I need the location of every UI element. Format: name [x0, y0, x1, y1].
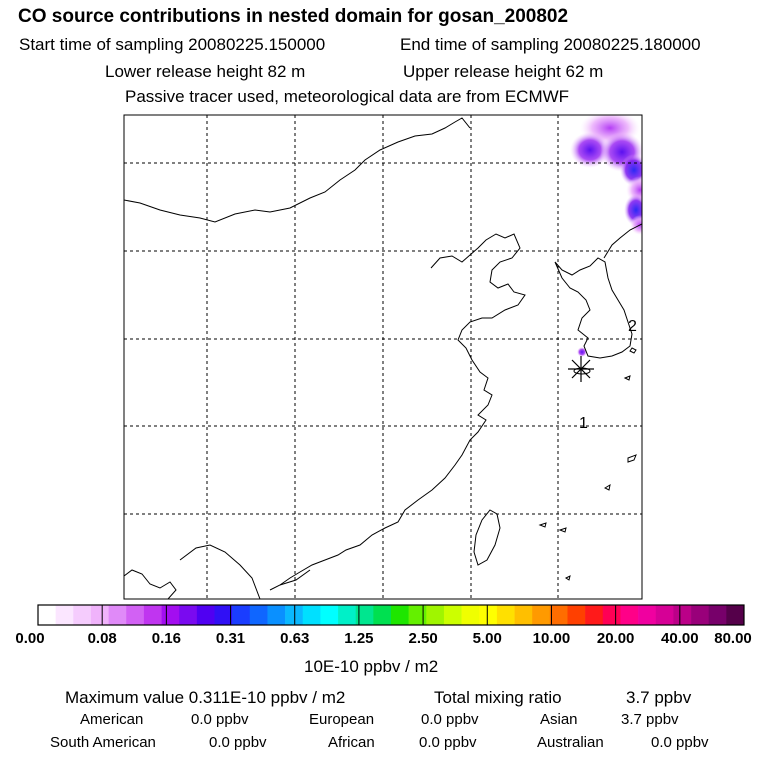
lower-height-label: Lower release height 82 m	[105, 62, 306, 81]
colorbar-swatch	[232, 605, 251, 625]
colorbar-swatch	[126, 605, 145, 625]
colorbar-swatch	[532, 605, 551, 625]
colorbar-tick-label: 0.63	[280, 630, 310, 647]
marker-label-2: 2	[628, 318, 637, 335]
colorbar-frame	[37, 604, 745, 626]
colorbar-swatch	[249, 605, 268, 625]
colorbar-swatch	[408, 605, 427, 625]
region-australian-value: 0.0 ppbv	[651, 734, 709, 751]
map-frame	[123, 114, 643, 600]
colorbar-swatch	[620, 605, 639, 625]
colorbar-tick-label: 1.25	[344, 630, 374, 647]
region-american-value: 0.0 ppbv	[191, 711, 249, 728]
colorbar-swatch	[567, 605, 586, 625]
colorbar-swatch	[196, 605, 215, 625]
colorbar-swatch	[726, 605, 745, 625]
end-time-label: End time of sampling 20080225.180000	[400, 35, 701, 54]
colorbar-swatch	[426, 605, 445, 625]
colorbar-swatch	[443, 605, 462, 625]
colorbar-tick-label: 5.00	[472, 630, 502, 647]
colorbar-swatch	[549, 605, 568, 625]
colorbar-swatch	[602, 605, 621, 625]
colorbar-tick-label: 0.08	[87, 630, 117, 647]
colorbar-swatch	[55, 605, 74, 625]
start-time-label: Start time of sampling 20080225.150000	[19, 35, 326, 54]
colorbar-swatch	[143, 605, 162, 625]
colorbar-swatch	[461, 605, 480, 625]
colorbar-tick-label: 40.00	[661, 630, 699, 647]
colorbar-swatch	[496, 605, 515, 625]
colorbar-swatch	[302, 605, 321, 625]
total-mixing-ratio-label: Total mixing ratio	[434, 688, 562, 707]
colorbar	[38, 605, 745, 625]
colorbar-tick-label: 0.16	[151, 630, 181, 647]
colorbar-swatch	[179, 605, 198, 625]
colorbar-swatch	[691, 605, 709, 625]
colorbar-swatch	[90, 605, 109, 625]
colorbar-swatch	[708, 605, 727, 625]
colorbar-tick-label: 10.00	[532, 630, 571, 647]
max-value-label: Maximum value 0.311E-10 ppbv / m2	[65, 688, 346, 707]
marker-label-1: 1	[579, 415, 588, 432]
colorbar-swatch	[285, 605, 304, 625]
total-mixing-ratio-value: 3.7 ppbv	[626, 688, 692, 707]
colorbar-swatch	[320, 605, 339, 625]
region-african-name: African	[328, 734, 375, 751]
chart-title: CO source contributions in nested domain…	[18, 6, 569, 27]
region-asian-value: 3.7 ppbv	[621, 711, 679, 728]
colorbar-swatch	[373, 605, 392, 625]
plume-spot-near-receptor	[577, 347, 587, 357]
colorbar-swatch	[514, 605, 533, 625]
colorbar-swatch	[214, 605, 233, 625]
colorbar-swatch	[108, 605, 127, 625]
colorbar-swatch	[655, 605, 674, 625]
colorbar-swatch	[479, 605, 498, 625]
colorbar-swatch	[673, 605, 692, 625]
colorbar-swatch	[267, 605, 286, 625]
colorbar-swatch	[38, 605, 56, 625]
region-asian-name: Asian	[540, 711, 578, 728]
region-south-american-name: South American	[50, 734, 156, 751]
map-gridlines	[124, 115, 642, 599]
colorbar-swatch	[338, 605, 356, 625]
region-african-value: 0.0 ppbv	[419, 734, 477, 751]
receptor-star-marker	[568, 356, 594, 382]
colorbar-tick-label: 20.00	[596, 630, 635, 647]
plume-overlay	[570, 115, 642, 357]
colorbar-swatch	[161, 605, 180, 625]
colorbar-swatch	[73, 605, 92, 625]
tracer-info-label: Passive tracer used, meteorological data…	[125, 87, 570, 106]
region-european-name: European	[309, 711, 375, 728]
colorbar-tick-label: 80.00	[714, 630, 752, 647]
colorbar-tick-label: 0.31	[215, 630, 246, 647]
colorbar-swatch	[638, 605, 657, 625]
colorbar-tick-label: 0.00	[15, 630, 45, 647]
region-european-value: 0.0 ppbv	[421, 711, 479, 728]
colorbar-tick-label: 2.50	[408, 630, 438, 647]
colorbar-swatch	[391, 605, 409, 625]
colorbar-swatch	[585, 605, 604, 625]
colorbar-swatch	[355, 605, 374, 625]
upper-height-label: Upper release height 62 m	[403, 62, 604, 81]
region-south-american-value: 0.0 ppbv	[209, 734, 267, 751]
region-american-name: American	[80, 711, 144, 728]
colorbar-unit-label: 10E-10 ppbv / m2	[304, 657, 439, 676]
region-australian-name: Australian	[537, 734, 604, 751]
coastlines	[124, 117, 642, 599]
